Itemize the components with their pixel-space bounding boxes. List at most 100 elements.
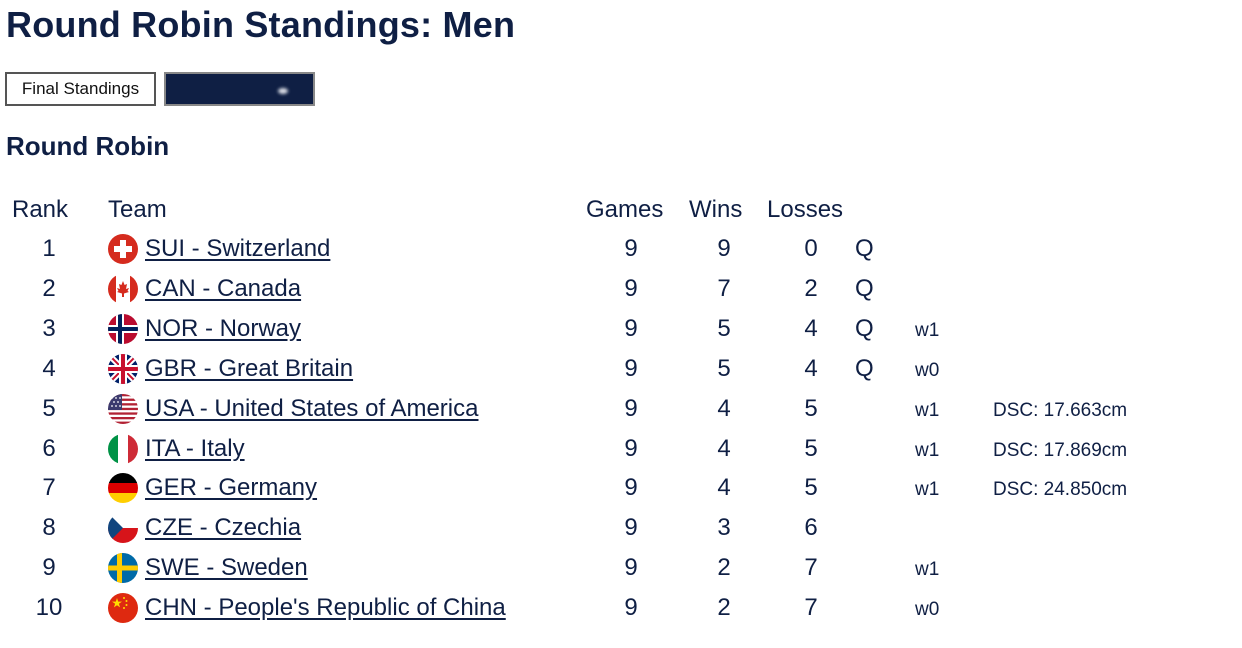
wins-cell: 4 (717, 395, 731, 422)
team-cell: NOR - Norway (145, 309, 301, 349)
wins-cell: 4 (717, 435, 731, 462)
team-link[interactable]: USA - United States of America (145, 395, 479, 422)
losses-cell: 0 (804, 235, 818, 262)
cze-flag-icon (108, 513, 138, 543)
rank-cell: 6 (42, 435, 56, 462)
usa-flag-icon (108, 394, 138, 424)
blurred-mark (278, 88, 288, 94)
header-rank: Rank (12, 196, 69, 223)
team-cell: SUI - Switzerland (145, 229, 330, 269)
rank-cell: 7 (42, 474, 56, 501)
dsc-cell: DSC: 17.869cm (993, 440, 1128, 461)
qualified-cell: Q (855, 235, 874, 262)
losses-cell: 6 (804, 514, 818, 541)
tiebreak-cell: w1 (915, 440, 940, 461)
header-losses: Losses (767, 196, 844, 223)
wins-cell: 5 (717, 355, 731, 382)
team-link[interactable]: CZE - Czechia (145, 514, 302, 541)
can-flag-icon (108, 274, 138, 304)
team-link[interactable]: ITA - Italy (145, 435, 245, 462)
rank-cell: 8 (42, 514, 56, 541)
standings-tab-button[interactable] (164, 72, 315, 106)
losses-cell: 2 (804, 275, 818, 302)
tiebreak-cell: w1 (915, 559, 940, 580)
wins-cell: 2 (717, 594, 731, 621)
games-cell: 9 (624, 474, 638, 501)
games-cell: 9 (624, 594, 638, 621)
team-link[interactable]: SWE - Sweden (145, 554, 308, 581)
tiebreak-cell: w0 (915, 360, 940, 381)
rank-cell: 1 (42, 235, 56, 262)
games-cell: 9 (624, 355, 638, 382)
header-team: Team (108, 196, 167, 223)
qualified-cell: Q (855, 315, 874, 342)
tiebreak-cell: w1 (915, 320, 940, 341)
table-row: 9 SWE - Sweden 9 2 7 w1 (0, 548, 1242, 588)
table-row: 5 USA - United States of America 9 4 5 w1 DSC:… (0, 389, 1242, 429)
table-row: 8 CZE - Czechia 9 3 6 (0, 508, 1242, 548)
dsc-cell: DSC: 24.850cm (993, 479, 1128, 500)
rank-cell: 10 (35, 594, 63, 621)
table-row: 10 CHN - People's Republic of China 9 2 7 w0 (0, 588, 1242, 628)
section-title: Round Robin (6, 131, 170, 161)
wins-cell: 5 (717, 315, 731, 342)
losses-cell: 7 (804, 554, 818, 581)
team-cell: GER - Germany (145, 468, 317, 508)
losses-cell: 5 (804, 395, 818, 422)
wins-cell: 4 (717, 474, 731, 501)
team-link[interactable]: SUI - Switzerland (145, 235, 331, 262)
header-wins: Wins (689, 196, 743, 223)
ger-flag-icon (108, 473, 138, 503)
team-link[interactable]: GBR - Great Britain (145, 355, 354, 382)
team-cell: CAN - Canada (145, 269, 301, 309)
team-cell: GBR - Great Britain (145, 349, 353, 389)
final-standings-button[interactable]: Final Standings (5, 72, 156, 106)
rank-cell: 3 (42, 315, 56, 342)
table-row: 1 SUI - Switzerland 9 9 0 Q (0, 229, 1242, 269)
losses-cell: 4 (804, 315, 818, 342)
team-link[interactable]: NOR - Norway (145, 315, 302, 342)
games-cell: 9 (624, 235, 638, 262)
games-cell: 9 (624, 514, 638, 541)
table-row: 6 ITA - Italy 9 4 5 w1 DSC: 17.869cm (0, 429, 1242, 469)
ita-flag-icon (108, 434, 138, 464)
rank-cell: 4 (42, 355, 56, 382)
tiebreak-cell: w1 (915, 400, 940, 421)
chn-flag-icon (108, 593, 138, 623)
sui-flag-icon (108, 234, 138, 264)
gbr-flag-icon (108, 354, 138, 384)
games-cell: 9 (624, 554, 638, 581)
losses-cell: 5 (804, 474, 818, 501)
wins-cell: 9 (717, 235, 731, 262)
games-cell: 9 (624, 435, 638, 462)
tiebreak-cell: w1 (915, 479, 940, 500)
games-cell: 9 (624, 395, 638, 422)
team-cell: ITA - Italy (145, 429, 245, 469)
rank-cell: 5 (42, 395, 56, 422)
games-cell: 9 (624, 275, 638, 302)
rank-cell: 2 (42, 275, 56, 302)
wins-cell: 7 (717, 275, 731, 302)
losses-cell: 7 (804, 594, 818, 621)
team-link[interactable]: CHN - People's Republic of China (145, 594, 506, 621)
team-link[interactable]: CAN - Canada (145, 275, 302, 302)
games-cell: 9 (624, 315, 638, 342)
losses-cell: 5 (804, 435, 818, 462)
team-cell: CZE - Czechia (145, 508, 301, 548)
swe-flag-icon (108, 553, 138, 583)
page-title: Round Robin Standings: Men (6, 4, 516, 45)
dsc-cell: DSC: 17.663cm (993, 400, 1128, 421)
team-cell: USA - United States of America (145, 389, 478, 429)
wins-cell: 3 (717, 514, 731, 541)
nor-flag-icon (108, 314, 138, 344)
team-link[interactable]: GER - Germany (145, 474, 318, 501)
header-games: Games (586, 196, 664, 223)
losses-cell: 4 (804, 355, 818, 382)
qualified-cell: Q (855, 275, 874, 302)
table-row: 2 CAN - Canada 9 7 2 Q (0, 269, 1242, 309)
rank-cell: 9 (42, 554, 56, 581)
tiebreak-cell: w0 (915, 599, 940, 620)
